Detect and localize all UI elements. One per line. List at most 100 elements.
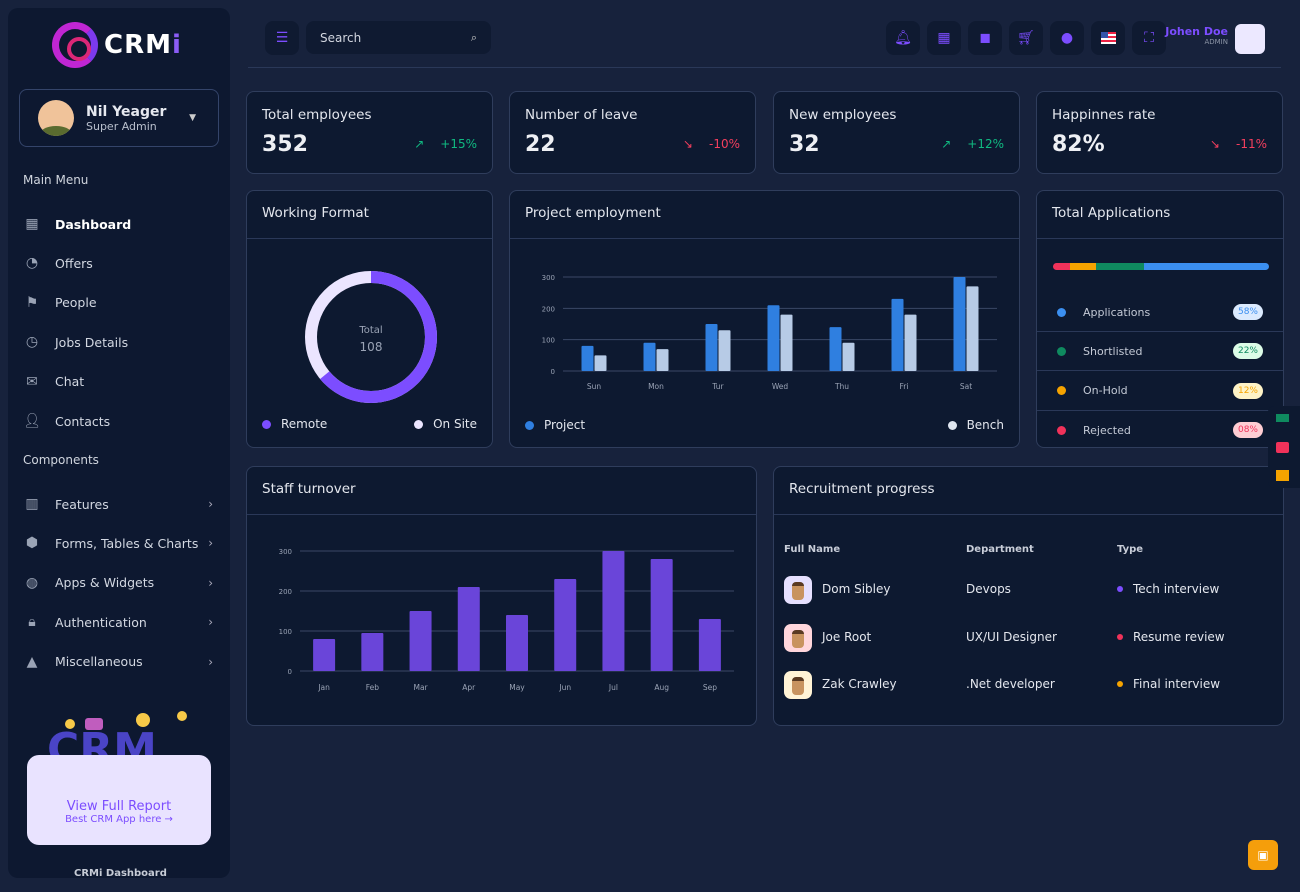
status-dot (1057, 425, 1066, 435)
bar-project-tur (705, 324, 718, 371)
status-dot (1057, 307, 1066, 317)
card-title: Project employment (525, 205, 661, 221)
sidebar-item-chat[interactable]: ✉ Chat (23, 370, 223, 394)
layout-icon: ▦ (937, 30, 951, 46)
column-header-department: Department (966, 544, 1034, 555)
language-button[interactable] (1091, 21, 1125, 55)
side-toolbar (1268, 406, 1300, 488)
card-title: Total Applications (1052, 205, 1171, 221)
user-menu[interactable]: Johen Doe ADMIN (1165, 25, 1228, 46)
table-row[interactable]: Joe Root UX/UI Designer Resume review (784, 623, 1273, 652)
sidebar-item-people[interactable]: ⚑ People (23, 291, 223, 315)
chevron-down-icon: ▼ (189, 113, 196, 123)
sidebar-item-miscellaneous[interactable]: ▲ Miscellaneous › (23, 650, 223, 674)
sidebar-item-authentication[interactable]: 🔒︎ Authentication › (23, 610, 223, 634)
globe-icon: ◍ (25, 574, 39, 591)
x-tick-label: Fri (900, 382, 909, 391)
avatar (38, 100, 74, 136)
stacked-bar-segment (1143, 263, 1269, 270)
table-row[interactable]: Dom Sibley Devops Tech interview (784, 576, 1273, 604)
stat-title: Happinnes rate (1052, 107, 1156, 123)
bar-project-thu (829, 327, 842, 371)
promo-link[interactable]: Best CRM App here → (65, 814, 173, 825)
trend-up-icon: ↗ (941, 137, 952, 151)
stat-card: Happinnes rate 82% ↘ -11% (1036, 91, 1283, 174)
interview-type: Final interview (1117, 677, 1220, 691)
profile-dropdown[interactable]: Nil Yeager Super Admin ▼ (19, 89, 219, 147)
avatar (784, 576, 812, 604)
legend-label: Remote (281, 417, 328, 431)
interview-type: Tech interview (1117, 582, 1219, 596)
warning-icon: ▲ (26, 653, 38, 670)
logo[interactable]: CRMi (52, 22, 182, 68)
legend-label: On Site (433, 417, 477, 431)
card-divider (247, 238, 492, 239)
apps-button[interactable]: ▦ (927, 21, 961, 55)
legend-project: Project (525, 418, 585, 432)
avatar (784, 623, 812, 652)
search-icon: ⌕ (470, 30, 477, 44)
stat-value: 22 (525, 132, 556, 157)
stat-change-value: -11% (1235, 137, 1267, 151)
fullscreen-button[interactable]: ⛶ (1132, 21, 1166, 55)
bar-turnover-jun (554, 579, 577, 671)
legend-remote: Remote (262, 417, 327, 431)
table-row[interactable]: Zak Crawley .Net developer Final interview (784, 671, 1273, 699)
search-input[interactable]: Search ⌕ (306, 21, 491, 54)
profile-name: Nil Yeager (86, 103, 167, 120)
sidebar-item-apps-widgets[interactable]: ◍ Apps & Widgets › (23, 571, 223, 595)
bar-bench-wed (780, 314, 793, 371)
palette-icon[interactable] (1276, 470, 1289, 481)
menu-toggle-button[interactable]: ☰ (265, 21, 299, 55)
cart-icon: 🛒︎ (1017, 30, 1035, 46)
sidebar-item-forms-tables-charts[interactable]: ⬢ Forms, Tables & Charts › (23, 531, 223, 555)
status-label: Applications (1083, 305, 1151, 319)
x-tick-label: Aug (654, 683, 669, 692)
notifications-button[interactable]: 🔔︎ (886, 21, 920, 55)
sidebar-item-offers[interactable]: ◔ Offers (23, 251, 223, 275)
box-icon: ⬢ (25, 535, 39, 552)
applications-stacked-bar (1053, 263, 1269, 270)
view-report-card[interactable]: View Full Report Best CRM App here → (27, 755, 211, 845)
status-percent-badge: 58% (1232, 304, 1263, 320)
stat-card: Number of leave 22 ↘ -10% (509, 91, 756, 174)
x-tick-label: Sep (703, 683, 717, 692)
donut-center-value: 108 (360, 340, 383, 354)
sidebar-item-contacts[interactable]: 👤︎ Contacts (23, 409, 223, 433)
profile-role: Super Admin (86, 119, 157, 133)
user-avatar[interactable] (1235, 24, 1265, 54)
image-icon[interactable] (1276, 442, 1289, 453)
bar-bench-tur (718, 330, 731, 371)
donut-chart: Total 108 (305, 271, 437, 403)
legend-bench: Bench (947, 418, 1004, 432)
alarm-icon: ◷ (25, 334, 39, 351)
legend-dot (414, 419, 424, 429)
sidebar-item-jobs-details[interactable]: ◷ Jobs Details (23, 330, 223, 354)
candidate-department: .Net developer (966, 677, 1055, 691)
y-tick-label: 100 (542, 337, 555, 345)
logo-accent: i (171, 30, 182, 60)
bar-turnover-jul (602, 551, 625, 671)
sidebar-item-label: Dashboard (55, 216, 132, 232)
money-icon[interactable] (1276, 414, 1289, 422)
bar-turnover-mar (409, 611, 432, 671)
sidebar-item-label: Jobs Details (55, 334, 129, 350)
cart-button[interactable]: 🛒︎ (1009, 21, 1043, 55)
user-role: ADMIN (1204, 38, 1228, 46)
sidebar-item-dashboard[interactable]: ▦ Dashboard (23, 212, 223, 236)
interview-type: Resume review (1117, 630, 1225, 644)
x-tick-label: Jul (608, 683, 618, 692)
file-icon: ◼ (979, 30, 991, 46)
y-tick-label: 200 (279, 588, 292, 596)
candidate-name: Zak Crawley (822, 677, 897, 691)
bell-icon: 🔔︎ (894, 30, 912, 46)
books-icon: ▥ (25, 496, 39, 512)
files-button[interactable]: ◼ (968, 21, 1002, 55)
stat-title: Number of leave (525, 107, 638, 123)
x-tick-label: Mar (413, 683, 428, 692)
sidebar-item-features[interactable]: ▥ Features › (23, 492, 223, 516)
bar-bench-sun (594, 355, 607, 371)
cast-button[interactable]: ▣ (1248, 840, 1278, 870)
status-label: Rejected (1083, 423, 1131, 437)
messages-button[interactable]: ● (1050, 21, 1084, 55)
